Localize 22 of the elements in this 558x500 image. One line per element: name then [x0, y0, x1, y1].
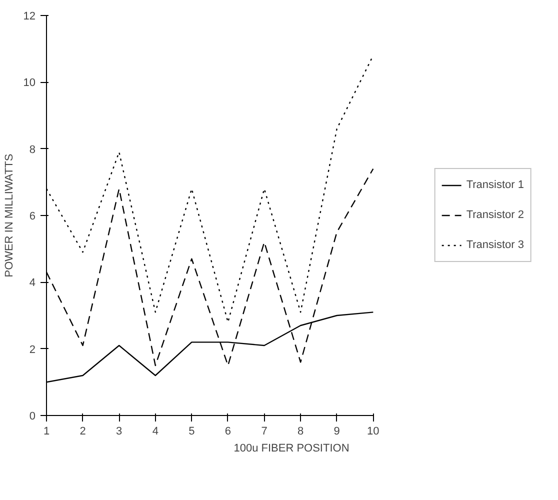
legend-label: Transistor 2 — [466, 209, 524, 221]
y-tick-label: 4 — [29, 277, 36, 290]
y-tick-label: 2 — [29, 344, 36, 356]
x-tick-label: 4 — [152, 426, 158, 438]
x-tick-label: 7 — [261, 426, 268, 438]
x-tick-label: 3 — [116, 426, 122, 438]
x-tick-label: 9 — [334, 426, 340, 438]
y-tick-label: 0 — [29, 410, 36, 422]
y-axis-title: POWER IN MILLIWATTS — [3, 154, 16, 278]
y-tick-label: 8 — [29, 144, 36, 156]
y-tick-label: 6 — [29, 210, 36, 222]
x-tick-label: 2 — [80, 426, 86, 438]
y-tick-label: 10 — [23, 77, 36, 90]
x-tick-label: 8 — [298, 426, 304, 438]
x-tick-label: 6 — [224, 426, 232, 438]
x-tick-label: 1 — [43, 426, 50, 438]
y-tick-label: 12 — [23, 10, 36, 22]
x-tick-label: 5 — [188, 426, 195, 438]
legend-label: Transistor 3 — [466, 239, 524, 251]
x-tick-label: 10 — [367, 426, 380, 438]
x-axis-title: 100u FIBER POSITION — [234, 442, 350, 454]
legend-label: Transistor 1 — [466, 179, 524, 191]
